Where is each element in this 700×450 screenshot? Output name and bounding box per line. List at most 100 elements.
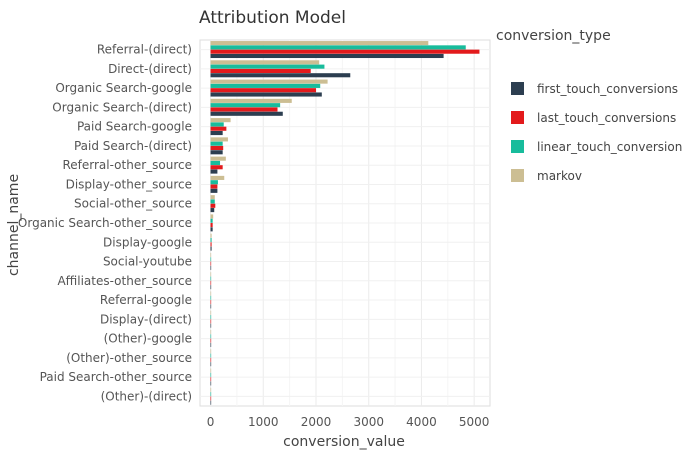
y-tick-label: (Other)-(direct): [101, 389, 192, 403]
bar: [210, 276, 212, 281]
x-tick-label: 1000: [248, 415, 279, 429]
bar: [210, 261, 212, 266]
legend-swatch: [511, 82, 524, 95]
bar: [210, 396, 212, 401]
y-tick-label: Referral-google: [100, 293, 192, 307]
y-tick-label: Organic Search-(direct): [52, 100, 192, 114]
bar: [210, 329, 212, 335]
y-tick-label: Direct-(direct): [108, 62, 192, 76]
bar: [210, 98, 292, 103]
x-tick-label: 3000: [353, 415, 384, 429]
bar: [210, 368, 212, 373]
bar: [210, 137, 228, 142]
y-tick-label: Paid Search-other_source: [40, 370, 192, 384]
bar: [210, 237, 212, 243]
y-tick-label: Display-other_source: [66, 177, 192, 191]
y-tick-label: (Other)-google: [104, 332, 192, 346]
bar: [210, 169, 218, 174]
bar: [210, 150, 223, 155]
bar: [210, 295, 212, 300]
legend-swatch: [511, 111, 524, 124]
y-axis-title: channel_name: [6, 174, 22, 276]
bar: [210, 392, 212, 397]
bar: [210, 304, 212, 309]
bar: [210, 265, 212, 270]
legend-swatch: [511, 169, 524, 182]
bar: [210, 223, 213, 228]
bar: [210, 400, 212, 405]
x-tick-label: 0: [207, 415, 215, 429]
bar: [210, 130, 223, 136]
bar: [210, 103, 281, 108]
plot-area: Referral-(direct) Direct-(direct) Organic …: [18, 39, 491, 429]
bar: [210, 246, 212, 251]
bar: [210, 342, 212, 347]
bar: [210, 357, 212, 362]
bar: [210, 64, 325, 69]
y-tick-label: Social-youtube: [103, 255, 192, 269]
bar: [210, 199, 215, 204]
bar: [210, 280, 212, 285]
bar: [210, 79, 328, 84]
y-tick-label: Paid Search-google: [77, 120, 192, 134]
bar: [210, 180, 218, 185]
bar: [210, 184, 218, 189]
legend-swatch: [511, 140, 524, 153]
bar: [210, 300, 212, 305]
x-axis-title: conversion_value: [283, 434, 405, 450]
bar: [210, 107, 278, 112]
y-tick-label: Social-other_source: [74, 197, 192, 211]
bar: [210, 319, 212, 324]
bar: [210, 334, 212, 339]
bar: [210, 285, 212, 290]
bar: [210, 122, 224, 127]
legend: first_touch_conversions last_touch_conver…: [511, 82, 682, 183]
bar: [210, 362, 212, 367]
bar: [210, 387, 212, 392]
bar: [210, 208, 215, 213]
bar: [210, 68, 311, 73]
bar: [210, 323, 212, 328]
y-tick-label: Display-google: [103, 235, 192, 249]
bar: [210, 111, 283, 116]
bar: [210, 381, 212, 386]
x-tick-label: 2000: [301, 415, 332, 429]
bar: [210, 242, 212, 247]
bar: [210, 315, 212, 320]
bar: [210, 126, 227, 131]
y-tick-label: Organic Search-google: [55, 81, 192, 95]
bar: [210, 83, 321, 88]
bar: [210, 372, 212, 377]
bar: [210, 53, 444, 59]
bar: [210, 203, 216, 208]
x-tick-label: 5000: [459, 415, 490, 429]
bar: [210, 233, 212, 238]
legend-label: first_touch_conversions: [537, 82, 678, 96]
y-tick-label: Referral-other_source: [62, 158, 192, 172]
legend-label: last_touch_conversions: [537, 111, 676, 125]
bar: [210, 291, 212, 296]
bar: [210, 349, 212, 354]
bar: [210, 310, 212, 315]
bar: [210, 272, 212, 277]
legend-label: linear_touch_conversion: [537, 140, 682, 154]
y-tick-label: Organic Search-other_source: [18, 216, 192, 230]
bar: [210, 165, 223, 170]
y-tick-label: Paid Search-(direct): [74, 139, 192, 153]
bar: [210, 45, 466, 50]
x-tick-label: 4000: [406, 415, 437, 429]
bar: [210, 227, 213, 232]
chart-title: Attribution Model: [199, 8, 346, 28]
bar: [210, 218, 213, 223]
y-tick-label: Display-(direct): [100, 312, 192, 326]
legend-title: conversion_type: [496, 28, 611, 44]
bar: [210, 353, 212, 358]
bar: [210, 160, 221, 166]
y-tick-label: (Other)-other_source: [66, 351, 192, 365]
bar: [210, 49, 480, 54]
bar: [210, 88, 316, 93]
bar: [210, 214, 214, 219]
y-tick-label: Referral-(direct): [97, 43, 192, 57]
legend-label: markov: [537, 169, 582, 183]
